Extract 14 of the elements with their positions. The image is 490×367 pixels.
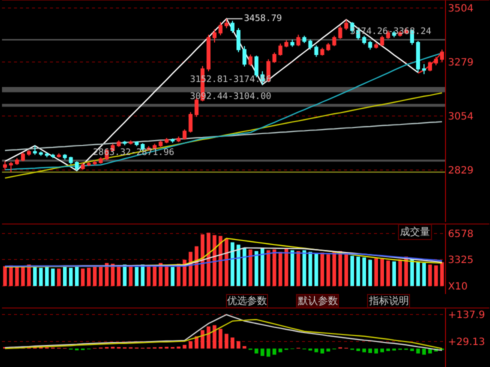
text: 指标说明 xyxy=(368,295,409,307)
y-tick-label: 3054 xyxy=(448,111,474,122)
y-tick-label: 3279 xyxy=(448,57,474,68)
text: 默认参数 xyxy=(297,295,338,307)
y-tick-label: 3325 xyxy=(448,255,474,266)
y-tick-label: +29.13 xyxy=(448,336,486,348)
y-tick-label: 6578 xyxy=(448,229,474,240)
y-tick-label: +137.9 xyxy=(448,310,486,322)
y-tick-label: 3504 xyxy=(448,3,474,14)
annotation: 3458.79 xyxy=(244,14,282,24)
annotation: 成交量 xyxy=(400,226,430,238)
text: 优选参数 xyxy=(227,295,267,307)
y-tick-label: X10 xyxy=(448,282,468,293)
y-tick-label: 2829 xyxy=(448,165,474,176)
